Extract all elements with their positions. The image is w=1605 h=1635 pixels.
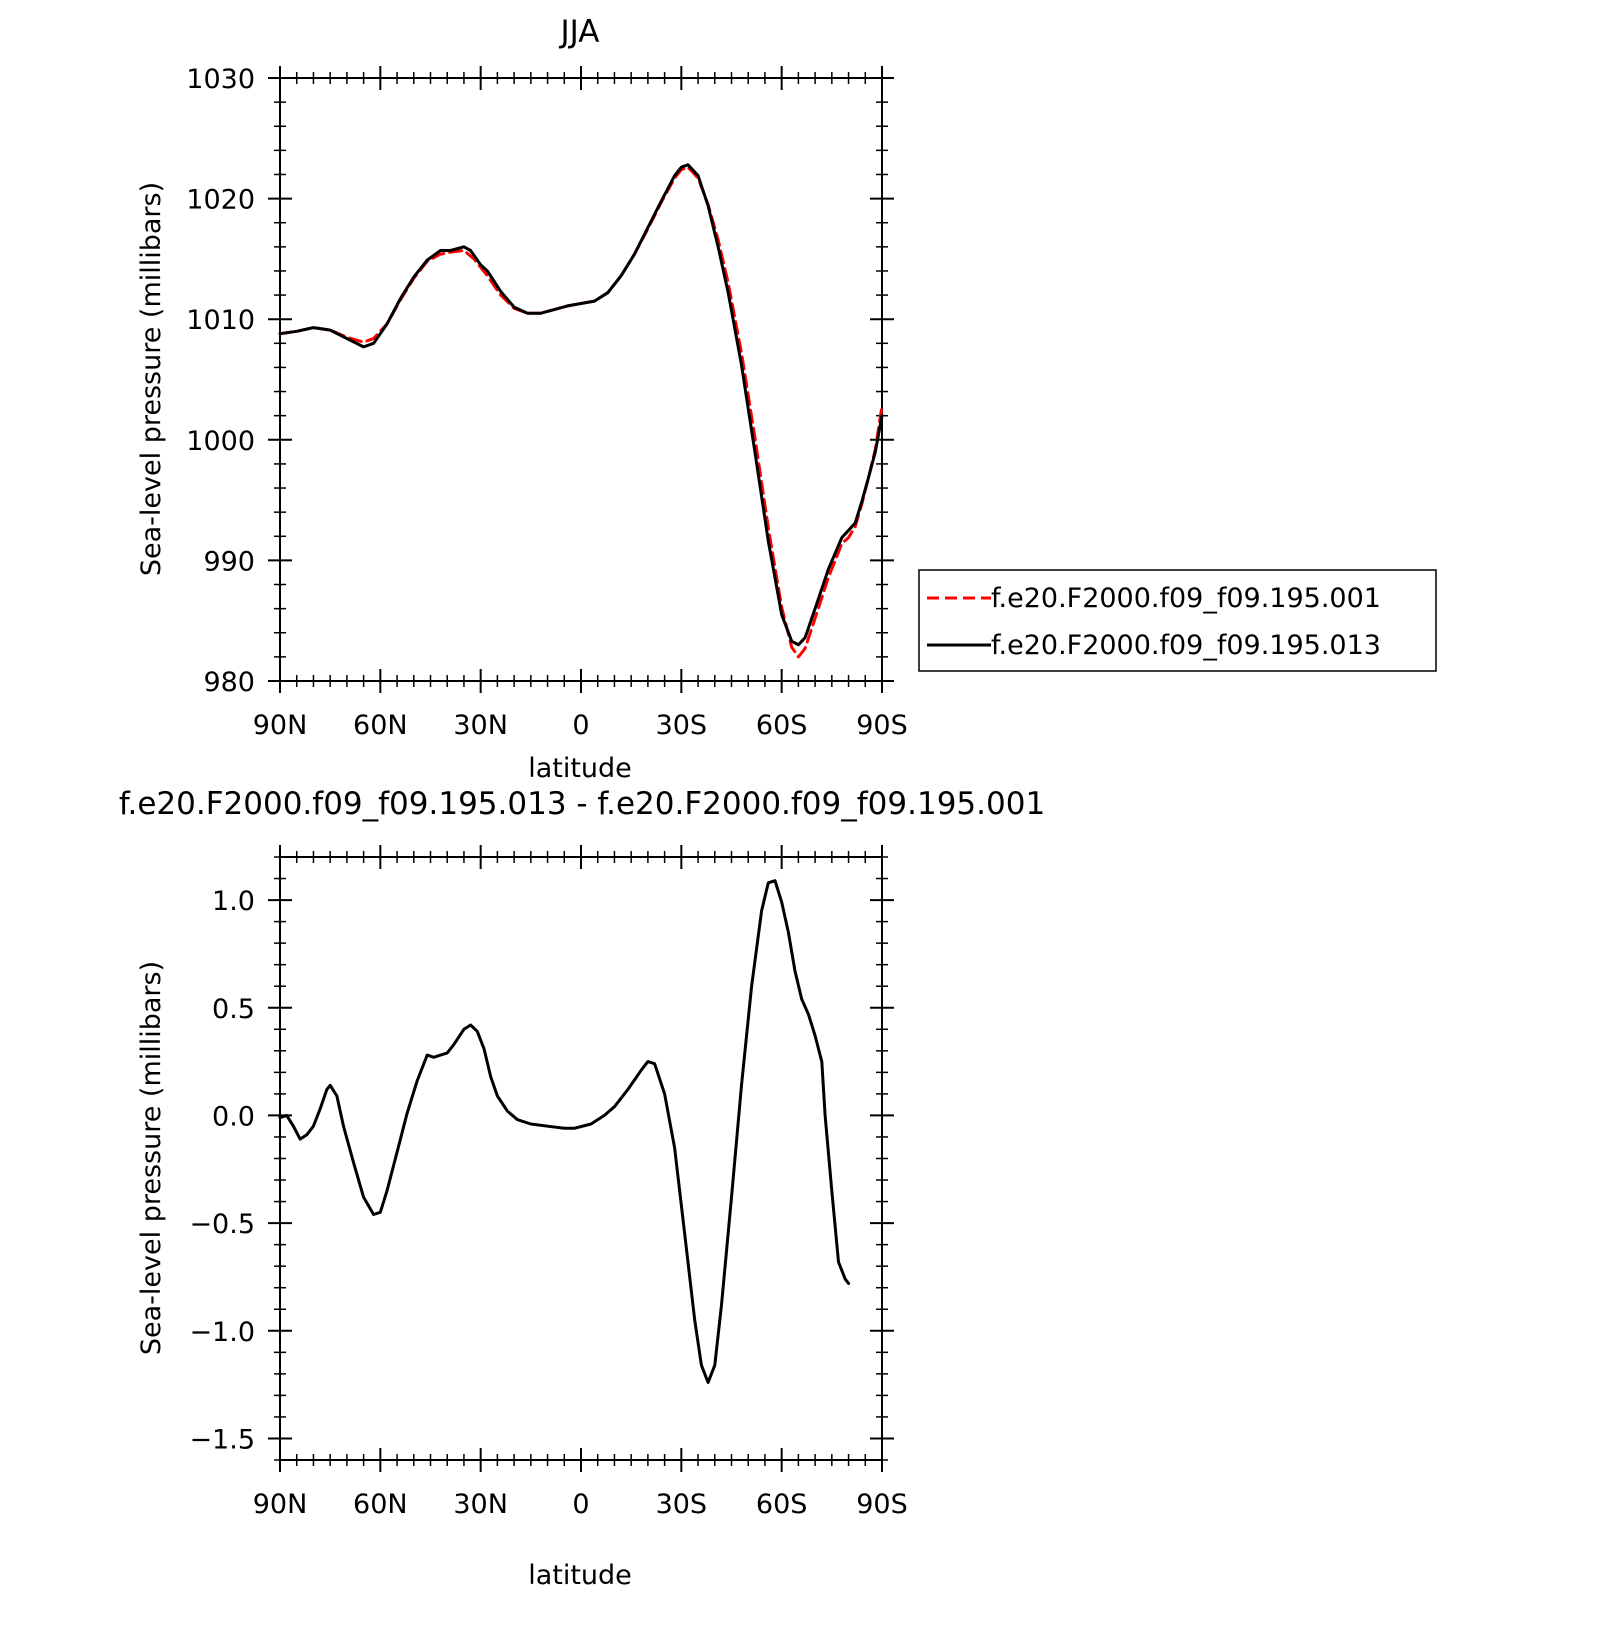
x-tick-label: 30N (453, 710, 508, 741)
series-line-1 (278, 165, 884, 659)
legend: f.e20.F2000.f09_f09.195.001 f.e20.F2000.… (918, 569, 1437, 672)
y-tick-label: 1.0 (212, 886, 255, 917)
x-tick-label: 90N (253, 710, 308, 741)
x-tick-label: 60S (756, 1489, 808, 1520)
x-tick-label: 30S (656, 1489, 708, 1520)
bottom-panel: f.e20.F2000.f09_f09.195.013 - f.e20.F200… (119, 786, 1045, 1591)
top-x-tick-labels: 90N 60N 30N 0 30S 60S 90S (253, 710, 908, 741)
y-tick-label: 990 (203, 546, 255, 577)
bottom-series-lines (278, 879, 851, 1384)
x-tick-label: 0 (572, 1489, 589, 1520)
x-tick-label: 90N (253, 1489, 308, 1520)
y-tick-label: 0.5 (212, 994, 255, 1025)
x-tick-label: 90S (856, 1489, 908, 1520)
bottom-x-axis-title: latitude (528, 1560, 632, 1591)
bottom-ticks (268, 845, 894, 1472)
series-line-2 (278, 163, 884, 647)
top-chart-title: JJA (559, 14, 600, 50)
x-tick-label: 90S (856, 710, 908, 741)
y-tick-label: 1000 (186, 426, 255, 457)
bottom-chart-title: f.e20.F2000.f09_f09.195.013 - f.e20.F200… (119, 786, 1045, 822)
x-tick-label: 60N (353, 710, 408, 741)
bottom-y-axis-title: Sea-level pressure (millibars) (136, 961, 167, 1355)
bottom-y-tick-labels: 1.0 0.5 0.0 −0.5 −1.0 −1.5 (189, 886, 255, 1455)
x-tick-label: 60N (353, 1489, 408, 1520)
y-tick-label: −0.5 (189, 1209, 255, 1240)
y-tick-label: 1010 (186, 305, 255, 336)
series-line-1 (278, 879, 851, 1384)
top-y-axis-title: Sea-level pressure (millibars) (136, 182, 167, 576)
top-x-axis-title: latitude (528, 753, 632, 784)
bottom-x-tick-labels: 90N 60N 30N 0 30S 60S 90S (253, 1489, 908, 1520)
top-series-lines (278, 163, 884, 659)
top-ticks (268, 66, 894, 693)
x-tick-label: 30N (453, 1489, 508, 1520)
y-tick-label: 980 (203, 667, 255, 698)
y-tick-label: 1030 (186, 64, 255, 95)
top-plot-frame (279, 77, 883, 682)
x-tick-label: 60S (756, 710, 808, 741)
y-tick-label: −1.5 (189, 1424, 255, 1455)
y-tick-label: 1020 (186, 185, 255, 216)
legend-box (918, 569, 1437, 672)
x-tick-label: 0 (572, 710, 589, 741)
y-tick-label: 0.0 (212, 1101, 255, 1132)
legend-entry-2: f.e20.F2000.f09_f09.195.013 (991, 630, 1381, 661)
y-tick-label: −1.0 (189, 1317, 255, 1348)
x-tick-label: 30S (656, 710, 708, 741)
top-y-tick-labels: 980 990 1000 1010 1020 1030 (186, 64, 255, 698)
legend-entry-1: f.e20.F2000.f09_f09.195.001 (991, 583, 1381, 614)
top-panel: JJA 90N 60N 30N 0 30S 60S 90S 980 990 1000 1010 10… (136, 14, 1437, 784)
